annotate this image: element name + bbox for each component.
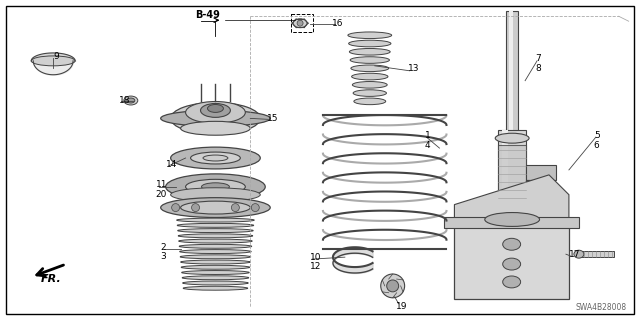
Ellipse shape (203, 155, 228, 161)
Ellipse shape (171, 188, 260, 202)
Circle shape (387, 280, 399, 292)
Ellipse shape (186, 101, 245, 123)
Bar (526, 180, 546, 190)
Ellipse shape (350, 57, 390, 63)
Ellipse shape (161, 110, 270, 126)
Text: 2: 2 (161, 243, 166, 252)
Ellipse shape (484, 212, 540, 227)
Text: 13: 13 (408, 64, 419, 73)
Ellipse shape (31, 56, 75, 66)
Ellipse shape (180, 260, 250, 264)
Circle shape (381, 274, 404, 298)
Ellipse shape (177, 223, 254, 227)
Bar (454, 224, 569, 299)
Ellipse shape (191, 152, 241, 164)
Ellipse shape (180, 121, 250, 135)
Ellipse shape (177, 218, 254, 222)
Ellipse shape (186, 179, 245, 194)
Text: 5: 5 (594, 131, 600, 140)
Text: 7: 7 (535, 54, 541, 63)
Text: 11: 11 (156, 180, 167, 189)
Ellipse shape (349, 40, 391, 47)
Ellipse shape (182, 276, 249, 280)
Ellipse shape (180, 201, 250, 214)
Ellipse shape (351, 65, 388, 72)
Ellipse shape (178, 234, 253, 238)
Text: 16: 16 (332, 19, 344, 28)
Bar (509, 11, 513, 140)
Ellipse shape (178, 228, 253, 233)
Text: 14: 14 (166, 160, 177, 170)
Ellipse shape (293, 19, 307, 28)
Ellipse shape (183, 286, 248, 290)
Bar (444, 217, 579, 228)
Ellipse shape (180, 250, 252, 253)
Ellipse shape (502, 276, 520, 288)
Text: FR.: FR. (41, 274, 61, 284)
Text: 12: 12 (310, 261, 321, 271)
Ellipse shape (351, 73, 388, 80)
Bar (291, 14, 313, 32)
Ellipse shape (179, 244, 252, 248)
Ellipse shape (161, 198, 270, 218)
Circle shape (297, 20, 303, 26)
Ellipse shape (207, 105, 223, 112)
Bar (506, 11, 518, 140)
Text: SWA4B28008: SWA4B28008 (575, 303, 627, 312)
Ellipse shape (495, 133, 529, 143)
Circle shape (252, 204, 259, 212)
Ellipse shape (171, 102, 260, 134)
Ellipse shape (353, 90, 387, 96)
Ellipse shape (349, 48, 390, 55)
Text: 19: 19 (396, 302, 407, 311)
Text: 17: 17 (569, 250, 580, 259)
Text: 15: 15 (268, 114, 279, 123)
Text: 6: 6 (594, 140, 600, 150)
Ellipse shape (182, 281, 248, 285)
Ellipse shape (182, 270, 250, 275)
Text: 9: 9 (53, 52, 59, 61)
Text: 1: 1 (424, 131, 430, 140)
Ellipse shape (171, 147, 260, 169)
Ellipse shape (202, 183, 229, 191)
Bar (526, 165, 556, 180)
Ellipse shape (200, 103, 230, 117)
Text: 8: 8 (535, 64, 541, 73)
Ellipse shape (354, 98, 386, 105)
Bar (579, 251, 614, 257)
Ellipse shape (124, 96, 138, 105)
Text: 18: 18 (119, 96, 131, 105)
Circle shape (232, 204, 239, 212)
Text: 4: 4 (424, 140, 430, 150)
Text: 3: 3 (161, 252, 166, 261)
Text: 10: 10 (310, 253, 321, 262)
Circle shape (172, 204, 180, 212)
Bar (502, 130, 508, 229)
Ellipse shape (180, 255, 251, 259)
Bar (498, 130, 526, 229)
Ellipse shape (179, 239, 252, 243)
Ellipse shape (166, 174, 265, 200)
Ellipse shape (502, 258, 520, 270)
Circle shape (191, 204, 200, 212)
Ellipse shape (502, 238, 520, 250)
Ellipse shape (348, 32, 392, 39)
Ellipse shape (353, 82, 387, 88)
Polygon shape (454, 175, 569, 224)
Bar (498, 145, 526, 204)
Text: B-49: B-49 (196, 10, 220, 20)
Text: 20: 20 (156, 190, 167, 199)
Ellipse shape (574, 250, 584, 258)
Ellipse shape (181, 265, 250, 269)
Ellipse shape (127, 98, 135, 103)
